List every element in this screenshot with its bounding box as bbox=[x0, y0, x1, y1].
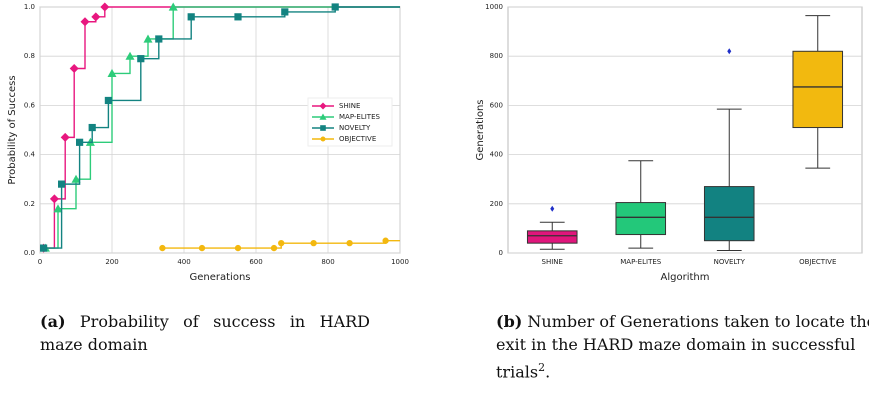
x-tick-label: OBJECTIVE bbox=[799, 258, 836, 266]
x-axis-label: Generations bbox=[190, 272, 251, 283]
legend-marker bbox=[320, 136, 326, 142]
marker bbox=[168, 2, 178, 11]
y-tick-label: 600 bbox=[490, 101, 503, 109]
marker bbox=[187, 13, 195, 21]
marker bbox=[143, 34, 153, 43]
box bbox=[526, 230, 578, 244]
legend-label: MAP-ELITES bbox=[339, 113, 381, 121]
marker bbox=[198, 244, 206, 252]
y-tick-label: 1.0 bbox=[24, 3, 35, 11]
marker bbox=[53, 204, 63, 213]
legend-label: SHINE bbox=[339, 102, 360, 110]
marker bbox=[234, 244, 242, 252]
marker bbox=[91, 12, 101, 22]
y-tick-label: 400 bbox=[490, 151, 503, 159]
outlier bbox=[727, 48, 732, 55]
marker bbox=[58, 180, 66, 188]
y-tick-label: 200 bbox=[490, 200, 503, 208]
marker bbox=[155, 35, 163, 43]
x-tick-label: NOVELTY bbox=[714, 258, 746, 266]
y-tick-label: 0.8 bbox=[24, 52, 35, 60]
marker bbox=[60, 132, 70, 142]
marker bbox=[159, 244, 166, 252]
x-tick-label: MAP-ELITES bbox=[620, 258, 662, 266]
caption-text: Number of Generations taken to locate th… bbox=[496, 312, 869, 382]
legend-label: OBJECTIVE bbox=[339, 135, 376, 143]
caption-a: (a) Probability of success in HARD maze … bbox=[40, 310, 370, 356]
marker bbox=[71, 174, 81, 183]
legend-marker bbox=[320, 125, 326, 131]
caption-label: (a) bbox=[40, 312, 66, 331]
legend-label: NOVELTY bbox=[339, 124, 371, 132]
marker bbox=[104, 96, 112, 105]
marker bbox=[310, 240, 317, 247]
caption-end: . bbox=[545, 362, 551, 382]
series-group bbox=[40, 2, 400, 253]
x-tick-label: 400 bbox=[177, 258, 190, 266]
y-tick-label: 0 bbox=[499, 249, 503, 257]
marker bbox=[346, 240, 353, 247]
y-axis-label: Probability of Success bbox=[7, 75, 18, 184]
marker bbox=[88, 123, 96, 132]
x-tick-label: 200 bbox=[105, 258, 118, 266]
y-tick-label: 0.4 bbox=[24, 151, 36, 159]
y-tick-label: 800 bbox=[490, 52, 503, 60]
marker bbox=[100, 2, 110, 12]
y-tick-label: 0.2 bbox=[24, 200, 35, 208]
marker bbox=[278, 240, 285, 247]
x-tick-label: SHINE bbox=[542, 258, 563, 266]
x-tick-label: 0 bbox=[38, 258, 42, 266]
caption-label: (b) bbox=[496, 312, 523, 331]
marker bbox=[137, 55, 145, 63]
x-tick-label: 800 bbox=[321, 258, 334, 266]
marker bbox=[49, 194, 59, 204]
box bbox=[792, 50, 844, 129]
y-axis-label: Generations bbox=[475, 100, 486, 161]
legend-marker bbox=[319, 113, 327, 120]
marker bbox=[331, 3, 339, 11]
footnote-mark: 2 bbox=[538, 361, 546, 374]
caption-text: Probability of success in HARD maze doma… bbox=[40, 312, 371, 354]
marker bbox=[125, 51, 135, 60]
caption-b: (b) Number of Generations taken to locat… bbox=[496, 310, 869, 383]
x-tick-label: 1000 bbox=[391, 258, 409, 266]
x-tick-label: 600 bbox=[249, 258, 262, 266]
marker bbox=[234, 13, 242, 21]
marker bbox=[270, 244, 278, 252]
plot-area bbox=[507, 6, 863, 254]
box bbox=[703, 186, 755, 242]
y-tick-label: 1000 bbox=[485, 3, 503, 11]
marker bbox=[76, 138, 84, 146]
box bbox=[615, 202, 667, 236]
marker bbox=[69, 64, 79, 73]
x-axis-label: Algorithm bbox=[661, 272, 710, 283]
y-tick-label: 0.6 bbox=[24, 101, 36, 109]
marker bbox=[281, 8, 289, 16]
legend-marker bbox=[319, 102, 327, 110]
marker bbox=[382, 237, 389, 244]
outlier bbox=[550, 205, 555, 212]
marker bbox=[107, 68, 117, 78]
marker bbox=[40, 244, 48, 252]
y-tick-label: 0.0 bbox=[24, 249, 35, 257]
marker bbox=[80, 17, 90, 27]
